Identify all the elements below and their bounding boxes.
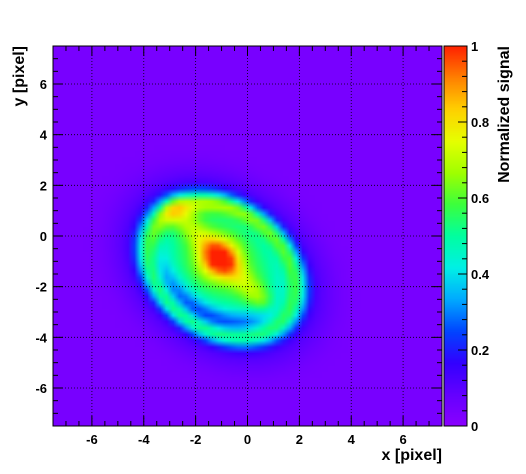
- x-axis-title: x [pixel]: [382, 447, 442, 464]
- grid-lines: [53, 46, 442, 426]
- x-tick-label: 6: [399, 432, 406, 447]
- y-tick-label: 4: [40, 128, 48, 143]
- colorbar-gradient: [444, 46, 467, 426]
- y-tick-label: 0: [40, 229, 47, 244]
- colorbar-ticks: 0 0.2 0.4 0.6 0.8 1: [458, 39, 490, 434]
- x-axis-ticks: -6 -4 -2 0 2 4 6: [52, 46, 443, 447]
- colorbar-tick-label: 0: [471, 419, 478, 434]
- colorbar-tick-label: 0.2: [471, 343, 489, 358]
- x-tick-label: 4: [348, 432, 356, 447]
- x-tick-label: 2: [296, 432, 303, 447]
- colorbar: 0 0.2 0.4 0.6 0.8 1: [443, 39, 490, 434]
- x-tick-label: 0: [244, 432, 251, 447]
- x-tick-label: -2: [190, 432, 202, 447]
- y-axis-ticks: -6 -4 -2 0 2 4 6: [35, 45, 442, 427]
- x-tick-label: -4: [138, 432, 150, 447]
- y-tick-label: 6: [40, 77, 47, 92]
- y-tick-label: 2: [40, 178, 47, 193]
- plot-area: -6 -4 -2 0 2 4 6 -6 -4 -2 0 2 4 6: [35, 45, 443, 447]
- colorbar-frame: [443, 45, 468, 427]
- y-tick-label: -2: [35, 280, 47, 295]
- colorbar-title: Normalized signal: [496, 46, 513, 183]
- y-tick-label: -6: [35, 381, 47, 396]
- colorbar-tick-label: 0.4: [471, 267, 490, 282]
- y-axis-title: y [pixel]: [11, 46, 28, 106]
- colorbar-tick-label: 1: [471, 39, 478, 54]
- x-tick-label: -6: [86, 432, 98, 447]
- colorbar-tick-label: 0.6: [471, 191, 489, 206]
- y-tick-label: -4: [35, 330, 47, 345]
- colorbar-tick-label: 0.8: [471, 115, 489, 130]
